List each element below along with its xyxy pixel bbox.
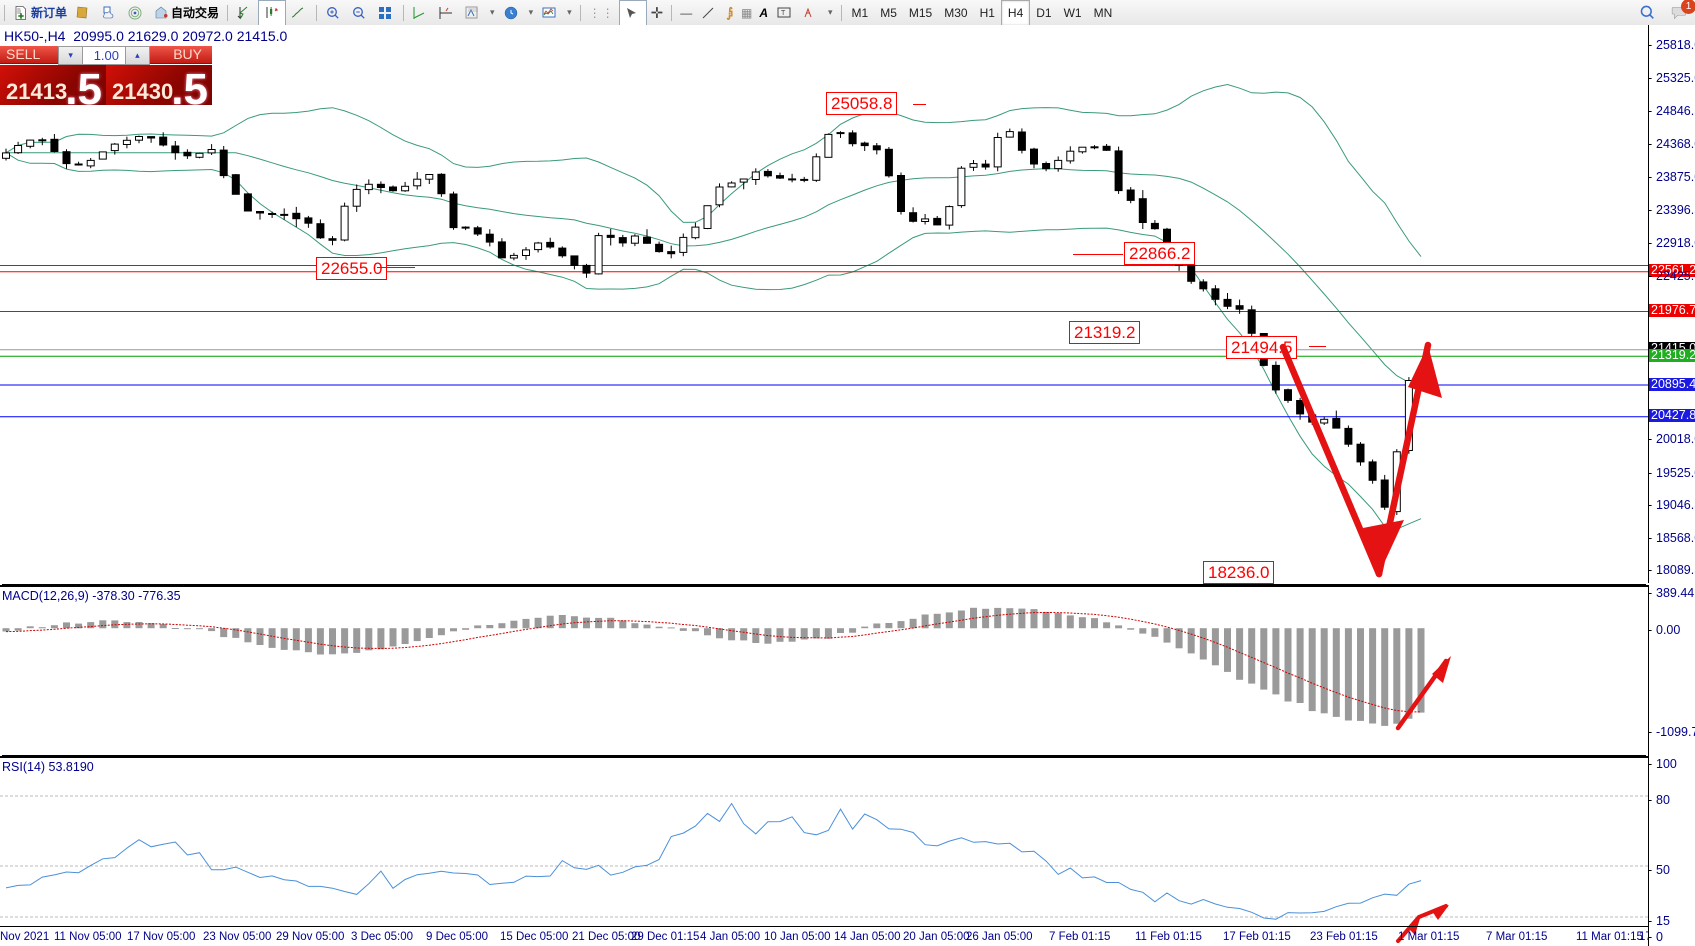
svg-text:T: T bbox=[781, 10, 786, 17]
